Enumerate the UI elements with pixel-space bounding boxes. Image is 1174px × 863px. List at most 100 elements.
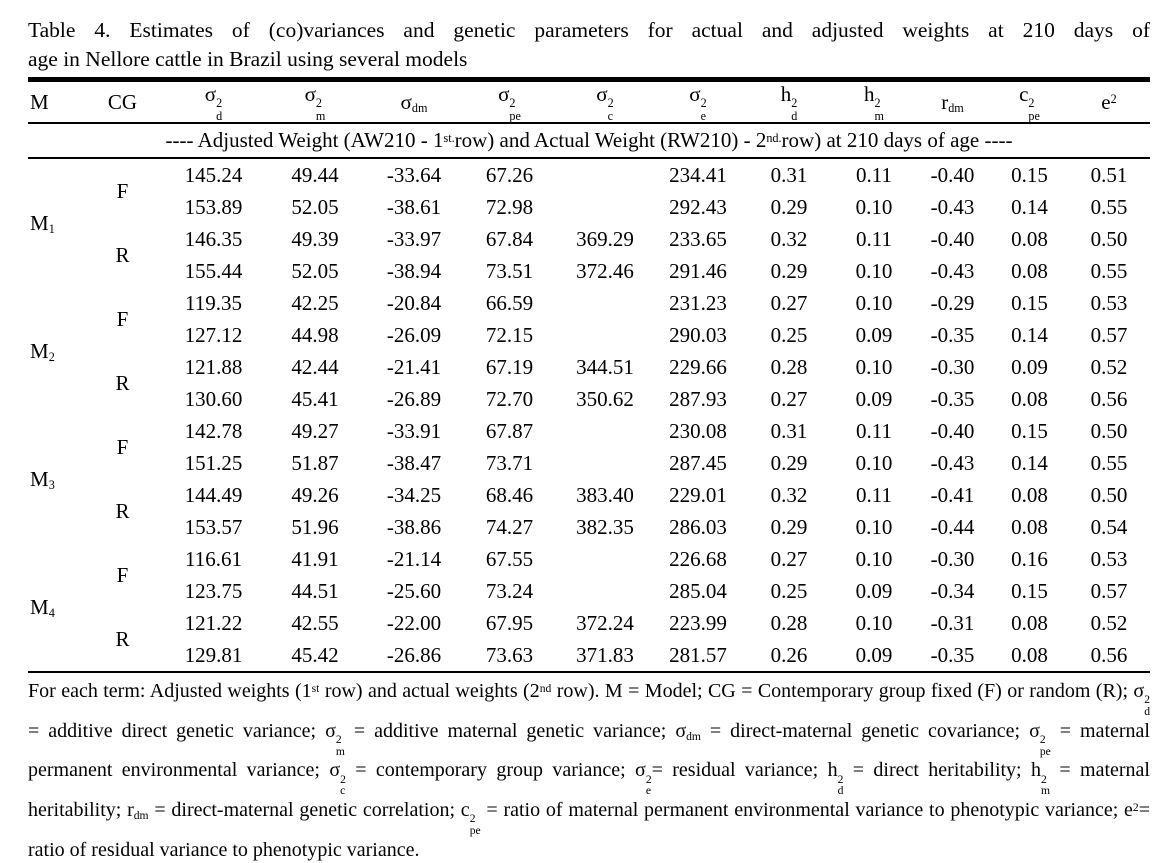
value-cell-sigma2-e: 223.99 <box>669 610 727 635</box>
script-stack: 2 pe <box>509 96 521 123</box>
value-cell-sigma2-pe: 67.19 <box>485 354 534 379</box>
value-cell-r-dm: -0.35 <box>930 386 975 411</box>
value-cell-sigma2-m: 49.26 <box>291 482 339 507</box>
table-row: M2 F 119.35 42.25 -20.84 66.59 231.23 0.27 0.10 -… <box>28 287 1150 363</box>
value-cell-sigma-dm: -26.89 <box>386 386 442 411</box>
script-stack: 2 pe <box>1039 732 1051 758</box>
value-cell-h2-d: 0.27 <box>770 386 808 411</box>
value-cell-r-dm: -0.41 <box>930 482 975 507</box>
value-cell-sigma2-c <box>558 447 652 479</box>
value-cell-sigma2-d: 144.49 <box>184 482 243 507</box>
value-cell-sigma2-e: 285.04 <box>669 578 727 603</box>
value-cell-sigma-dm: -33.64 <box>386 162 442 187</box>
value-cell-sigma2-m: 49.39 <box>291 226 339 251</box>
value-cell-sigma2-e: 231.23 <box>669 290 727 315</box>
value-cell-e2: 0.55 <box>1090 450 1128 475</box>
value-cell-h2-m: 0.09 <box>855 386 893 411</box>
col-header-r-dm: rdm <box>914 79 991 125</box>
value-cell-c2-pe: 0.15 <box>1011 290 1048 315</box>
cg-cell: R <box>115 626 130 651</box>
value-cell-h2-m: 0.10 <box>855 450 893 475</box>
value-cell-sigma-dm: -26.86 <box>386 642 442 667</box>
value-cell-sigma2-d: 127.12 <box>184 322 243 347</box>
value-cell-h2-m: 0.11 <box>856 418 892 443</box>
value-cell-r-dm: -0.43 <box>930 258 975 283</box>
value-cell-e2: 0.57 <box>1090 322 1128 347</box>
value-cell-h2-d: 0.31 <box>770 162 808 187</box>
value-cell-c2-pe: 0.16 <box>1011 546 1048 571</box>
table-footnote: For each term: Adjusted weights (1st row… <box>28 680 1150 861</box>
value-cell-e2: 0.53 <box>1090 290 1128 315</box>
table-row: 130.60 45.41 -26.89 72.70 350.62 287.93 0.27 0.… <box>28 383 1150 415</box>
value-cell-h2-d: 0.29 <box>770 514 808 539</box>
value-cell-sigma2-m: 52.05 <box>291 258 339 283</box>
value-cell-h2-m: 0.10 <box>855 258 893 283</box>
value-cell-sigma2-e: 287.45 <box>669 450 727 475</box>
table-row: M4 F 116.61 41.91 -21.14 67.55 226.68 0.27 0.10 -… <box>28 543 1150 619</box>
value-cell-sigma-dm: -38.86 <box>386 514 442 539</box>
header-row: M CG σ 2 d σ 2 m σdm σ 2 pe σ 2 c σ 2 e h 2 d h 2 m rdm c 2 pe e2 <box>28 79 1150 125</box>
value-cell-e2: 0.54 <box>1090 514 1128 539</box>
model-cell: M2 <box>30 338 55 365</box>
value-cell-h2-m: 0.09 <box>855 578 893 603</box>
value-cell-sigma2-c: 350.62 <box>576 386 634 411</box>
value-cell-sigma2-pe: 67.87 <box>485 418 534 443</box>
value-cell-sigma2-e: 292.43 <box>669 194 727 219</box>
value-cell-c2-pe: 0.14 <box>1011 322 1048 347</box>
value-cell-h2-d: 0.28 <box>770 354 808 379</box>
value-cell-sigma2-c <box>558 287 652 319</box>
value-cell-sigma2-c: 344.51 <box>576 354 634 379</box>
value-cell-sigma2-c: 382.35 <box>576 514 634 539</box>
value-cell-sigma2-pe: 67.26 <box>485 162 534 187</box>
col-header-sigma-dm: σdm <box>367 79 461 125</box>
value-cell-sigma2-d: 155.44 <box>184 258 243 283</box>
value-cell-sigma2-pe: 74.27 <box>485 514 534 539</box>
model-cell: M3 <box>30 466 55 493</box>
table-row: 153.89 52.05 -38.61 72.98 292.43 0.29 0.10 -0.4… <box>28 191 1150 223</box>
value-cell-c2-pe: 0.15 <box>1011 418 1048 443</box>
value-cell-sigma-dm: -33.91 <box>386 418 442 443</box>
value-cell-c2-pe: 0.15 <box>1011 162 1048 187</box>
value-cell-sigma2-pe: 73.63 <box>485 642 534 667</box>
value-cell-sigma2-d: 130.60 <box>184 386 243 411</box>
value-cell-sigma2-e: 226.68 <box>669 546 727 571</box>
value-cell-h2-d: 0.29 <box>770 258 808 283</box>
value-cell-r-dm: -0.30 <box>930 354 975 379</box>
cg-cell: R <box>115 370 130 395</box>
value-cell-c2-pe: 0.09 <box>1011 354 1048 379</box>
value-cell-r-dm: -0.40 <box>930 226 975 251</box>
value-cell-sigma2-e: 291.46 <box>669 258 727 283</box>
value-cell-h2-m: 0.11 <box>856 226 892 251</box>
value-cell-sigma2-c <box>558 575 652 607</box>
value-cell-sigma2-d: 153.89 <box>184 194 243 219</box>
value-cell-sigma2-m: 44.51 <box>291 578 339 603</box>
value-cell-sigma2-e: 281.57 <box>669 642 727 667</box>
value-cell-r-dm: -0.31 <box>930 610 975 635</box>
value-cell-sigma2-m: 49.27 <box>291 418 339 443</box>
value-cell-sigma2-c <box>558 319 652 351</box>
value-cell-c2-pe: 0.08 <box>1011 258 1048 283</box>
script-stack: 2 pe <box>1028 96 1040 123</box>
cg-cell: R <box>115 242 130 267</box>
value-cell-sigma2-m: 45.41 <box>291 386 339 411</box>
value-cell-sigma2-m: 52.05 <box>291 194 339 219</box>
col-header-CG: CG <box>81 79 164 125</box>
value-cell-sigma2-m: 51.96 <box>291 514 339 539</box>
value-cell-c2-pe: 0.14 <box>1011 194 1048 219</box>
value-cell-sigma2-m: 45.42 <box>291 642 339 667</box>
value-cell-sigma2-pe: 72.15 <box>485 322 534 347</box>
value-cell-h2-m: 0.10 <box>855 546 893 571</box>
value-cell-sigma2-d: 146.35 <box>184 226 243 251</box>
cg-cell: F <box>116 434 129 459</box>
value-cell-r-dm: -0.35 <box>930 642 975 667</box>
value-cell-sigma-dm: -33.97 <box>386 226 442 251</box>
table-row: 153.57 51.96 -38.86 74.27 382.35 286.03 0.29 0.… <box>28 511 1150 543</box>
col-header-M: M <box>28 79 81 125</box>
